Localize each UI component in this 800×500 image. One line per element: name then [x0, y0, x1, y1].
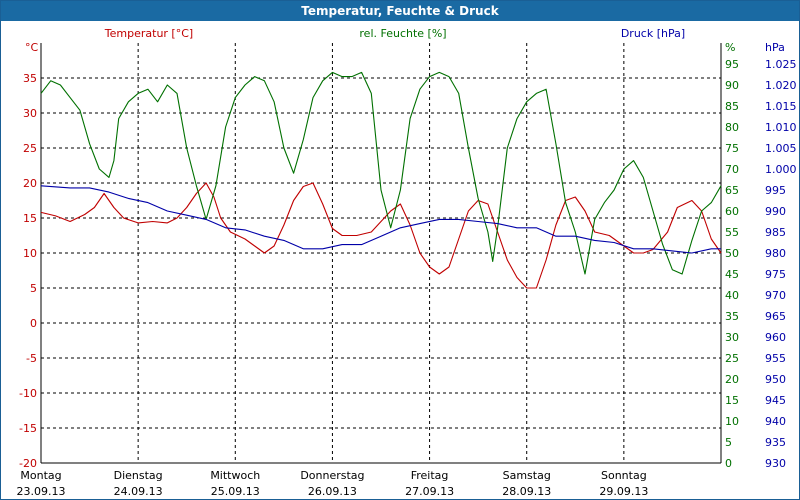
- humidity-tick-label: 10: [725, 415, 739, 428]
- day-label-weekday: Sonntag: [601, 469, 647, 482]
- temperature-tick-label: 5: [30, 282, 37, 295]
- day-label-date: 23.09.13: [17, 485, 66, 498]
- humidity-series-label: rel. Feuchte [%]: [359, 27, 446, 40]
- pressure-tick-label: 940: [765, 415, 786, 428]
- temperature-tick-label: -15: [19, 422, 37, 435]
- pressure-tick-label: 1.025: [765, 58, 797, 71]
- day-label-date: 29.09.13: [599, 485, 648, 498]
- humidity-tick-label: 0: [725, 457, 732, 470]
- temperature-unit-label: °C: [25, 41, 39, 54]
- pressure-tick-label: 980: [765, 247, 786, 260]
- temperature-tick-label: -20: [19, 457, 37, 470]
- humidity-unit-label: %: [725, 41, 735, 54]
- temperature-tick-label: 30: [23, 107, 37, 120]
- temperature-tick-label: 20: [23, 177, 37, 190]
- temperature-tick-label: -5: [26, 352, 37, 365]
- chart-title: Temperatur, Feuchte & Druck: [1, 1, 799, 21]
- pressure-tick-label: 1.000: [765, 163, 797, 176]
- pressure-tick-label: 995: [765, 184, 786, 197]
- day-label-date: 27.09.13: [405, 485, 454, 498]
- humidity-tick-label: 40: [725, 289, 739, 302]
- humidity-tick-label: 45: [725, 268, 739, 281]
- humidity-tick-label: 30: [725, 331, 739, 344]
- day-label-date: 25.09.13: [211, 485, 260, 498]
- temperature-series-label: Temperatur [°C]: [104, 27, 193, 40]
- day-label-weekday: Freitag: [411, 469, 449, 482]
- temperature-tick-label: 15: [23, 212, 37, 225]
- pressure-tick-label: 945: [765, 394, 786, 407]
- pressure-tick-label: 1.015: [765, 100, 797, 113]
- day-label-weekday: Dienstag: [114, 469, 163, 482]
- series-line-temperature: [40, 182, 722, 289]
- day-label-date: 26.09.13: [308, 485, 357, 498]
- pressure-tick-label: 1.005: [765, 142, 797, 155]
- humidity-tick-label: 65: [725, 184, 739, 197]
- pressure-tick-label: 950: [765, 373, 786, 386]
- temperature-tick-label: 35: [23, 72, 37, 85]
- grid: [41, 43, 721, 463]
- temperature-tick-label: 0: [30, 317, 37, 330]
- series: [40, 71, 722, 289]
- day-label-weekday: Montag: [20, 469, 61, 482]
- pressure-tick-label: 975: [765, 268, 786, 281]
- humidity-tick-label: 55: [725, 226, 739, 239]
- temperature-tick-label: 10: [23, 247, 37, 260]
- pressure-tick-label: 970: [765, 289, 786, 302]
- pressure-tick-label: 960: [765, 331, 786, 344]
- pressure-tick-label: 1.020: [765, 79, 797, 92]
- humidity-tick-label: 90: [725, 79, 739, 92]
- pressure-unit-label: hPa: [765, 41, 785, 54]
- pressure-tick-label: 930: [765, 457, 786, 470]
- day-label-weekday: Mittwoch: [210, 469, 260, 482]
- labels: 35302520151050-5-10-15-20°C9590858075706…: [17, 27, 797, 498]
- pressure-tick-label: 990: [765, 205, 786, 218]
- series-line-pressure: [40, 185, 721, 254]
- humidity-tick-label: 85: [725, 100, 739, 113]
- day-label-date: 24.09.13: [114, 485, 163, 498]
- humidity-tick-label: 60: [725, 205, 739, 218]
- pressure-tick-label: 935: [765, 436, 786, 449]
- humidity-tick-label: 95: [725, 58, 739, 71]
- humidity-tick-label: 75: [725, 142, 739, 155]
- humidity-tick-label: 5: [725, 436, 732, 449]
- pressure-tick-label: 965: [765, 310, 786, 323]
- humidity-tick-label: 15: [725, 394, 739, 407]
- series-line-humidity: [40, 71, 722, 275]
- day-label-weekday: Samstag: [503, 469, 551, 482]
- day-label-date: 28.09.13: [502, 485, 551, 498]
- pressure-tick-label: 955: [765, 352, 786, 365]
- pressure-series-label: Druck [hPa]: [621, 27, 685, 40]
- humidity-tick-label: 20: [725, 373, 739, 386]
- temperature-tick-label: 25: [23, 142, 37, 155]
- humidity-tick-label: 50: [725, 247, 739, 260]
- humidity-tick-label: 25: [725, 352, 739, 365]
- pressure-tick-label: 985: [765, 226, 786, 239]
- humidity-tick-label: 35: [725, 310, 739, 323]
- humidity-tick-label: 70: [725, 163, 739, 176]
- humidity-tick-label: 80: [725, 121, 739, 134]
- pressure-tick-label: 1.010: [765, 121, 797, 134]
- day-label-weekday: Donnerstag: [300, 469, 364, 482]
- temperature-tick-label: -10: [19, 387, 37, 400]
